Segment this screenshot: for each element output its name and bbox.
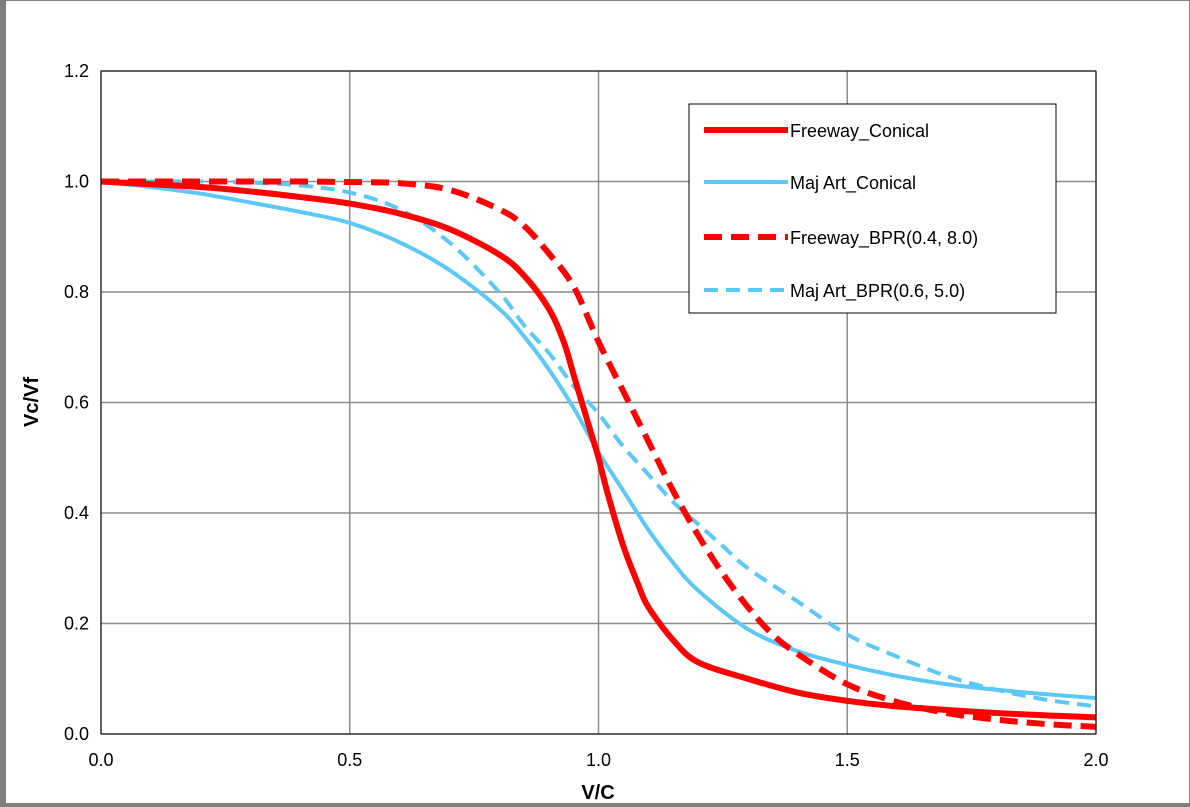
x-axis-title: V/C: [581, 782, 614, 804]
frame-bottom-border: [0, 803, 1190, 807]
tick-labels: 0.0 0.2 0.4 0.6 0.8 1.0 1.2 0.0 0.5 1.0 1.5 2.0: [64, 61, 1109, 770]
y-axis-title: Vc/Vf: [21, 377, 43, 427]
series-line-3: [100, 179, 1097, 709]
x-tick-label: 2.0: [1083, 750, 1108, 770]
legend-label: Freeway_BPR(0.4, 8.0): [790, 228, 978, 249]
x-tick-label: 0.5: [337, 750, 362, 770]
legend-label: Maj Art_BPR(0.6, 5.0): [790, 281, 965, 302]
x-tick-label: 0.0: [88, 750, 113, 770]
legend-label: Maj Art_Conical: [790, 173, 916, 194]
y-tick-label: 0.4: [64, 503, 89, 523]
series-lines: [100, 178, 1097, 730]
legend-label: Freeway_Conical: [790, 121, 929, 142]
y-tick-label: 1.0: [64, 172, 89, 192]
y-tick-label: 1.2: [64, 61, 89, 81]
x-tick-label: 1.0: [586, 750, 611, 770]
series-line-0: [100, 178, 1097, 721]
series-line-2: [100, 178, 1097, 730]
y-tick-label: 0.2: [64, 614, 89, 634]
x-tick-label: 1.5: [835, 750, 860, 770]
legend-box: [688, 103, 1057, 314]
plot-border: [100, 70, 1097, 735]
legend: Freeway_Conical Maj Art_Conical Freeway_BP…: [688, 103, 1057, 314]
y-tick-label: 0.0: [64, 724, 89, 744]
y-tick-label: 0.6: [64, 393, 89, 413]
frame-left-border: [0, 0, 6, 807]
y-tick-label: 0.8: [64, 282, 89, 302]
